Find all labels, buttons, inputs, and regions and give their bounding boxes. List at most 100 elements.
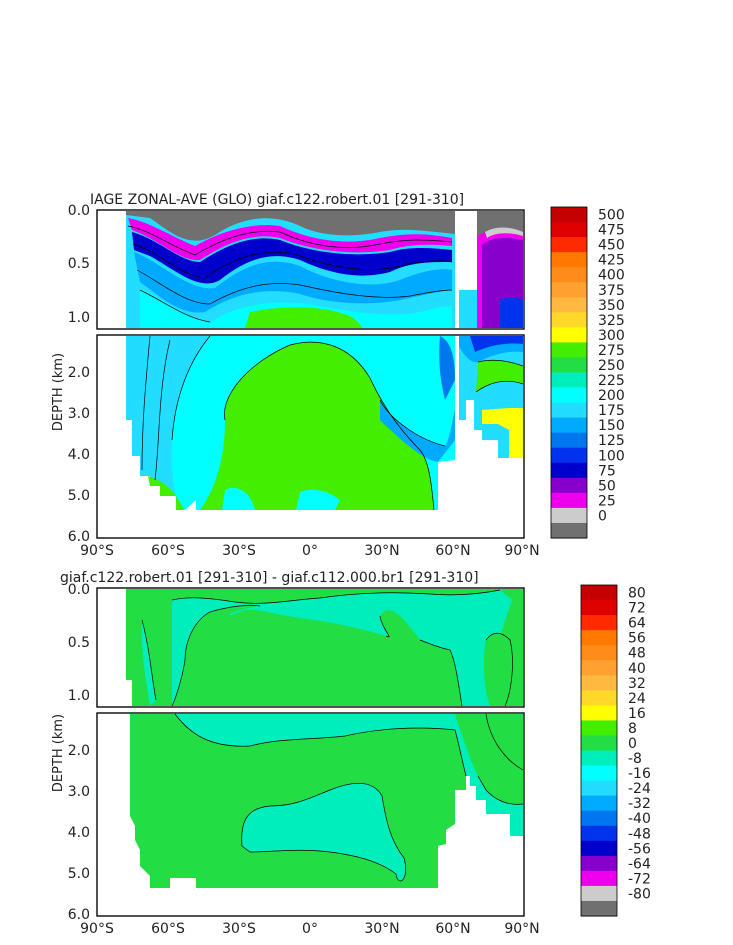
bottom-colorbar-swatch [581, 750, 617, 767]
top-colorbar-label: 175 [598, 403, 625, 419]
bottom-colorbar-label: -80 [628, 886, 651, 902]
top-y-tick: 3.0 [68, 406, 90, 422]
bottom-colorbar-label: 56 [628, 631, 646, 647]
bottom-contours [141, 589, 524, 882]
bottom-colorbar: 80726456484032241680-8-16-24-32-40-48-56… [580, 584, 651, 917]
bottom-colorbar-swatch [581, 795, 617, 812]
top-colorbar-label: 475 [598, 223, 625, 239]
top-colorbar-label: 50 [598, 478, 616, 494]
bottom-x-tick: 90°S [80, 921, 114, 937]
bottom-x-ticks: 90°S 60°S 30°S 0° 30°N 60°N 90°N [80, 921, 540, 937]
bottom-y-tick: 0.5 [68, 635, 90, 651]
bottom-x-tick: 90°N [504, 921, 539, 937]
bottom-colorbar-swatch [581, 615, 617, 631]
top-colorbar-label: 325 [598, 313, 625, 329]
bottom-colorbar-label: -48 [628, 826, 651, 842]
top-colorbar-label: 0 [598, 508, 607, 524]
bottom-colorbar-label: 32 [628, 676, 646, 692]
bottom-x-tick: 0° [302, 921, 318, 937]
top-colorbar-label: 150 [598, 418, 625, 434]
top-colorbar-label: 500 [598, 208, 625, 224]
bottom-y-tick: 1.0 [68, 688, 90, 704]
top-colorbar-label: 200 [598, 388, 625, 404]
top-y-tick: 4.0 [68, 447, 90, 463]
bottom-y-tick: 4.0 [68, 825, 90, 841]
top-upper-field [126, 211, 523, 328]
top-y-tick: 2.0 [68, 365, 90, 381]
bottom-y-ticks: 0.0 0.5 1.0 2.0 3.0 4.0 5.0 6.0 [68, 582, 90, 923]
bottom-colorbar-label: 64 [628, 616, 646, 632]
top-x-tick: 0° [302, 543, 318, 559]
bottom-y-axis-label: DEPTH (km) [51, 714, 66, 792]
bottom-colorbar-swatch [581, 690, 617, 706]
bottom-colorbar-swatch [581, 660, 617, 676]
top-colorbar-swatch [551, 357, 587, 374]
bottom-colorbar-label: 48 [628, 646, 646, 662]
top-section-gap [96, 330, 525, 334]
top-colorbar-label: 450 [598, 238, 625, 254]
top-colorbar-swatch [551, 222, 587, 238]
top-y-tick: 5.0 [68, 488, 90, 504]
bottom-y-tick: 3.0 [68, 784, 90, 800]
bottom-colorbar-swatch [581, 885, 617, 902]
top-colorbar-swatch [551, 252, 587, 268]
bottom-colorbar-label: 0 [628, 736, 637, 752]
bottom-x-tick: 60°S [151, 921, 185, 937]
bottom-colorbar-swatch [581, 780, 617, 797]
top-colorbar-swatch [551, 507, 587, 524]
top-colorbar-swatch [551, 462, 587, 479]
top-colorbar-label: 100 [598, 448, 625, 464]
bottom-x-tick: 30°N [364, 921, 399, 937]
bottom-colorbar-swatch [581, 705, 617, 722]
top-colorbar-swatch [551, 282, 587, 298]
bottom-colorbar-swatch [581, 870, 617, 887]
top-colorbar-label: 225 [598, 373, 625, 389]
top-x-tick: 90°N [504, 543, 539, 559]
top-colorbar-frame [550, 206, 588, 539]
bottom-y-tick: 0.0 [68, 582, 90, 598]
bottom-y-tick: 5.0 [68, 866, 90, 882]
bottom-colorbar-label: 8 [628, 721, 637, 737]
bottom-colorbar-frame [580, 584, 618, 917]
bottom-colorbar-label: -40 [628, 811, 651, 827]
bottom-y-tick: 2.0 [68, 743, 90, 759]
bottom-colorbar-swatch [581, 600, 617, 616]
bottom-colorbar-label: 24 [628, 691, 646, 707]
bottom-colorbar-label: 80 [628, 586, 646, 602]
top-colorbar-swatch [551, 402, 587, 419]
top-contours [127, 225, 524, 511]
top-colorbar-label: 275 [598, 343, 625, 359]
bottom-colorbar-label: -72 [628, 871, 651, 887]
top-colorbar-swatch [551, 327, 587, 344]
top-colorbar-swatch [551, 312, 587, 328]
top-colorbar-label: 125 [598, 433, 625, 449]
top-colorbar-swatch [551, 492, 587, 509]
bottom-x-tick: 60°N [435, 921, 470, 937]
bottom-lower-field [126, 714, 523, 888]
top-x-tick: 60°S [151, 543, 185, 559]
top-y-tick: 0.0 [68, 203, 90, 219]
top-colorbar-label: 250 [598, 358, 625, 374]
top-colorbar-swatch [551, 387, 587, 404]
top-colorbar-swatch [551, 342, 587, 359]
bottom-colorbar-label: -16 [628, 766, 651, 782]
top-x-tick: 90°S [80, 543, 114, 559]
bottom-upper-field [126, 589, 523, 706]
bottom-colorbar-label: 72 [628, 601, 646, 617]
bottom-colorbar-label: -56 [628, 841, 651, 857]
top-colorbar-swatch [551, 417, 587, 434]
bottom-colorbar-label: -64 [628, 856, 651, 872]
top-colorbar: 5004754504254003753503253002752502252001… [550, 206, 625, 539]
bottom-colorbar-swatch [581, 900, 617, 917]
top-colorbar-swatch [551, 522, 587, 539]
top-y-axis-label: DEPTH (km) [51, 353, 66, 431]
top-colorbar-label: 25 [598, 493, 616, 509]
top-colorbar-swatch [551, 297, 587, 313]
bottom-colorbar-swatch [581, 585, 617, 601]
bottom-x-tick: 30°S [222, 921, 256, 937]
top-colorbar-label: 75 [598, 463, 616, 479]
top-x-tick: 60°N [435, 543, 470, 559]
bottom-colorbar-swatch [581, 735, 617, 752]
top-lower-field [126, 336, 523, 510]
